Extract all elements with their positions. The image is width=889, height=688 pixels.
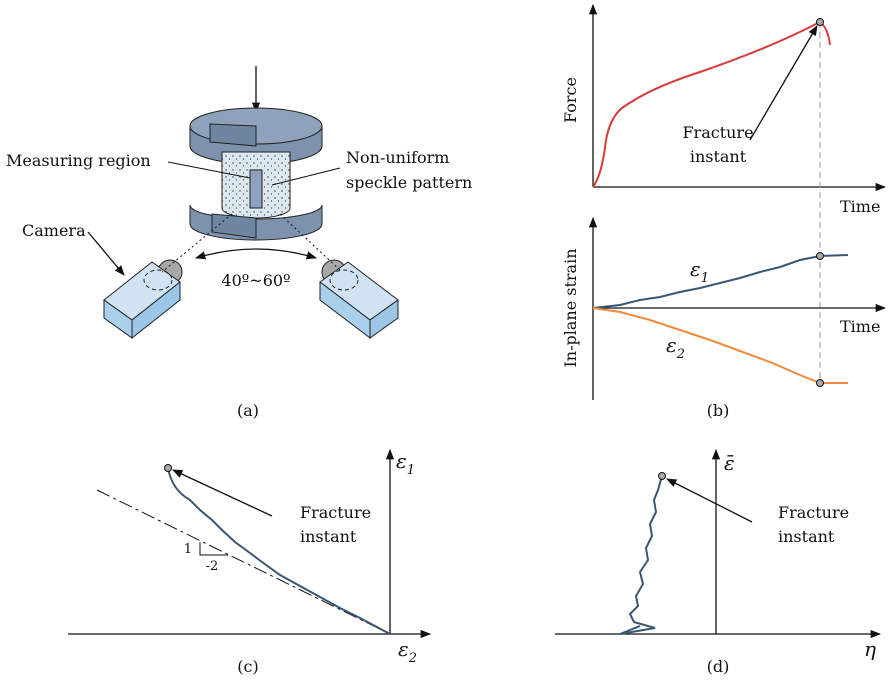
caption: (a): [237, 401, 259, 420]
axis-label: Time: [840, 317, 880, 336]
label: Fracture: [682, 123, 753, 142]
fracture-arrow: [749, 25, 818, 141]
label: ε2: [666, 333, 685, 362]
axis-label: η: [864, 637, 876, 661]
axis-label: Time: [840, 197, 880, 216]
label: ε1: [690, 257, 709, 286]
marker: [816, 379, 824, 387]
right-camera: [319, 259, 399, 340]
view-line: [279, 213, 343, 273]
camera-arrow: [87, 231, 125, 276]
fracture-arrow: [172, 469, 273, 517]
strain-path: [167, 467, 391, 635]
axis-label: Force: [561, 77, 580, 123]
label: instant: [690, 147, 747, 166]
label: -2: [206, 559, 219, 574]
label: Camera: [22, 221, 86, 240]
caption: (d): [707, 657, 730, 676]
view-line: [161, 213, 233, 273]
fracture-arrow: [666, 478, 753, 523]
marker: [658, 472, 666, 480]
label: Fracture: [778, 503, 849, 522]
panel-a: Measuring region Non-uniform speckle pat…: [6, 66, 472, 420]
left-camera: [103, 259, 183, 340]
label: 40º~60º: [221, 271, 290, 290]
label: Measuring region: [6, 151, 151, 170]
caption: (c): [237, 657, 258, 676]
measuring-rect: [249, 169, 263, 209]
axis-label: In-plane strain: [561, 248, 580, 367]
marker: [816, 18, 824, 26]
eps1-curve: [592, 254, 849, 309]
slope-line: [96, 489, 391, 635]
axis-label: ε2: [398, 637, 417, 666]
marker: [816, 252, 824, 260]
label: 1: [184, 542, 192, 557]
top-platen-cut: [209, 123, 257, 147]
bottom-platen-cut: [211, 213, 257, 239]
caption: (b): [707, 401, 730, 420]
axis-label: ε̄: [724, 451, 735, 475]
label: speckle pattern: [346, 173, 472, 192]
panel-b: Fracture instant Force Time ε1 ε2 In-pla…: [561, 3, 887, 420]
panel-d: Fracture instant ε̄ η (d): [555, 448, 882, 676]
label: Fracture: [300, 503, 371, 522]
leader: [167, 161, 251, 179]
angle-arc: [195, 248, 317, 260]
label: instant: [778, 527, 835, 546]
slope-triangle: [199, 542, 228, 556]
leader: [271, 167, 341, 186]
eps2-curve: [592, 307, 848, 384]
label: Non-uniform: [346, 148, 449, 167]
axis-label: ε1: [396, 449, 415, 478]
panel-c: 1 -2 Fracture instant ε1 ε2 (c): [68, 448, 432, 676]
label: instant: [300, 527, 357, 546]
strain-path: [619, 475, 663, 635]
marker: [164, 464, 172, 472]
